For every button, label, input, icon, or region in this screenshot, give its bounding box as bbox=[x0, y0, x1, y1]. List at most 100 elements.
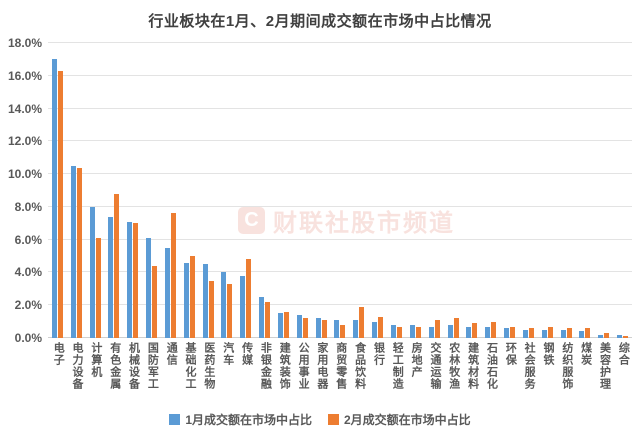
bar-february bbox=[227, 283, 233, 338]
x-axis-label-text: 计算机 bbox=[89, 342, 102, 378]
x-axis-label: 银行 bbox=[368, 342, 387, 366]
legend-label-january: 1月成交额在市场中占比 bbox=[185, 413, 312, 427]
x-axis-label: 公用事业 bbox=[293, 342, 312, 390]
bar-february bbox=[302, 318, 308, 338]
category-column bbox=[557, 43, 576, 338]
bar-january bbox=[277, 313, 283, 338]
x-axis-label: 轻工制造 bbox=[387, 342, 406, 390]
category-column bbox=[462, 43, 481, 338]
gridline bbox=[48, 271, 632, 273]
category-column bbox=[613, 43, 632, 338]
bar-february bbox=[528, 328, 534, 338]
bar-february bbox=[76, 167, 82, 338]
bar-february bbox=[472, 323, 478, 338]
gridline bbox=[48, 205, 632, 207]
x-axis-label: 有色金属 bbox=[105, 342, 124, 390]
bar-february bbox=[378, 316, 384, 338]
x-axis-label: 家用电器 bbox=[312, 342, 331, 390]
x-axis-label-text: 传媒 bbox=[240, 342, 253, 366]
y-axis-tick-label: 18.0% bbox=[7, 36, 42, 50]
x-axis-label-text: 医药生物 bbox=[202, 342, 215, 390]
bar-january bbox=[89, 206, 95, 338]
bar-january bbox=[51, 59, 57, 338]
x-axis-label-text: 有色金属 bbox=[108, 342, 121, 390]
bar-january bbox=[504, 328, 510, 338]
x-axis-label-text: 轻工制造 bbox=[391, 342, 404, 390]
y-axis-tick-label: 8.0% bbox=[14, 199, 42, 214]
x-axis-label-text: 通信 bbox=[165, 342, 178, 366]
x-axis-label: 建筑装饰 bbox=[274, 342, 293, 390]
legend-swatch-february bbox=[328, 414, 339, 425]
x-axis-label: 综合 bbox=[613, 342, 632, 366]
category-column bbox=[444, 43, 463, 338]
gridline bbox=[48, 238, 632, 240]
category-column bbox=[481, 43, 500, 338]
bar-january bbox=[409, 324, 415, 338]
y-axis-tick-label: 16.0% bbox=[7, 68, 42, 83]
x-axis-label-text: 综合 bbox=[617, 342, 630, 366]
x-axis-label: 房地产 bbox=[406, 342, 425, 378]
category-column bbox=[105, 43, 124, 338]
y-axis-tick-label: 0.0% bbox=[14, 331, 42, 345]
x-axis-label-text: 非银金融 bbox=[259, 342, 272, 390]
bar-january bbox=[447, 324, 453, 338]
x-axis-label: 食品饮料 bbox=[349, 342, 368, 390]
category-column bbox=[123, 43, 142, 338]
y-axis-tick-label: 4.0% bbox=[14, 265, 42, 280]
bar-february bbox=[152, 265, 158, 338]
category-column bbox=[368, 43, 387, 338]
x-axis-label-text: 汽车 bbox=[221, 342, 234, 366]
bar-february bbox=[604, 333, 610, 338]
x-axis-label-text: 机械设备 bbox=[127, 342, 140, 390]
bar-january bbox=[579, 331, 585, 338]
category-column bbox=[312, 43, 331, 338]
bar-january bbox=[259, 297, 265, 338]
plot-area bbox=[48, 42, 632, 338]
category-column bbox=[538, 43, 557, 338]
bar-january bbox=[466, 326, 472, 338]
legend-label-february: 2月成交额在市场中占比 bbox=[344, 413, 471, 427]
x-axis-label: 传媒 bbox=[236, 342, 255, 366]
x-axis-label: 电子 bbox=[48, 342, 67, 366]
category-column bbox=[575, 43, 594, 338]
bar-february bbox=[623, 335, 629, 338]
x-axis-label-text: 商贸零售 bbox=[334, 342, 347, 390]
x-axis-label-text: 房地产 bbox=[410, 342, 423, 378]
x-axis-label-text: 美容护理 bbox=[598, 342, 611, 390]
category-column bbox=[180, 43, 199, 338]
bar-february bbox=[397, 326, 402, 338]
x-axis-label-text: 石油石化 bbox=[485, 342, 498, 390]
category-column bbox=[387, 43, 406, 338]
bar-january bbox=[70, 165, 76, 338]
bar-january bbox=[315, 318, 321, 338]
gridline bbox=[48, 107, 632, 109]
x-axis-label-text: 食品饮料 bbox=[353, 342, 366, 390]
category-column bbox=[86, 43, 105, 338]
bar-january bbox=[296, 315, 302, 338]
x-axis-label: 基础化工 bbox=[180, 342, 199, 390]
x-axis-label: 社会服务 bbox=[519, 342, 538, 390]
category-column bbox=[67, 43, 86, 338]
bar-january bbox=[334, 319, 340, 338]
x-axis-label: 非银金融 bbox=[255, 342, 274, 390]
x-axis-label: 钢铁 bbox=[538, 342, 557, 366]
category-column bbox=[199, 43, 218, 338]
x-axis-label: 国防军工 bbox=[142, 342, 161, 390]
bar-january bbox=[598, 334, 604, 338]
chart-legend: 1月成交额在市场中占比 2月成交额在市场中占比 bbox=[0, 411, 640, 428]
bar-january bbox=[164, 247, 170, 338]
bar-february bbox=[57, 70, 63, 338]
bar-january bbox=[221, 272, 227, 338]
y-axis-tick-label: 12.0% bbox=[7, 134, 42, 149]
bar-february bbox=[415, 326, 421, 338]
x-axis-label-text: 建筑装饰 bbox=[278, 342, 291, 390]
bar-january bbox=[391, 324, 396, 338]
bar-january bbox=[372, 321, 378, 338]
bar-february bbox=[208, 280, 214, 338]
gridline bbox=[48, 42, 632, 43]
y-axis-tick-label: 2.0% bbox=[14, 298, 42, 313]
x-axis-label: 煤炭 bbox=[575, 342, 594, 366]
bar-february bbox=[95, 238, 101, 338]
gridline bbox=[48, 304, 632, 306]
x-axis-line bbox=[48, 337, 632, 338]
